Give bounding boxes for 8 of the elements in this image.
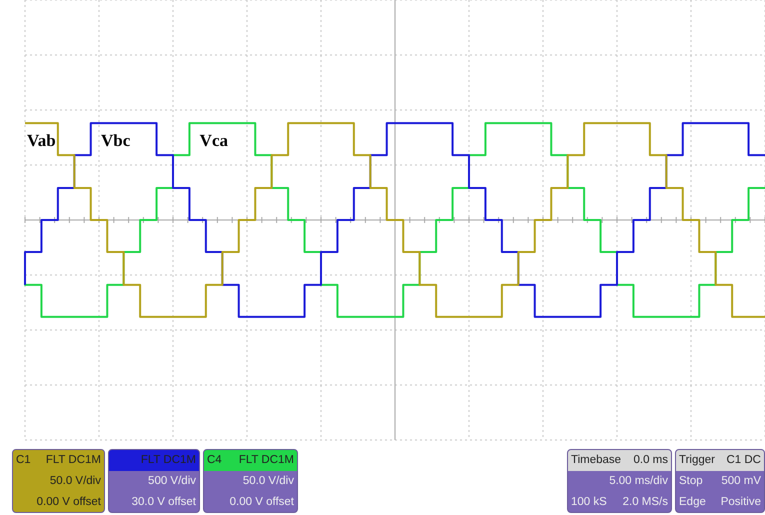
text: C4 FLT DC1M 50.0 V/div 0.00 V offset: [207, 454, 294, 508]
text: C1 FLT DC1M 50.0 V/div 0.00 V offset: [16, 454, 101, 508]
series-label: Vab: [27, 130, 56, 150]
series-label: Vca: [200, 130, 228, 150]
text: Trigger C1 DC Stop 500 mV Edge Positive: [679, 454, 761, 508]
text: Timebase 0.0 ms 5.00 ms/div 100 kS 2.0 MS/s: [571, 454, 668, 508]
series-label: Vbc: [101, 130, 131, 150]
text: FLT DC1M 500 V/div 30.0 V offset: [132, 453, 196, 510]
